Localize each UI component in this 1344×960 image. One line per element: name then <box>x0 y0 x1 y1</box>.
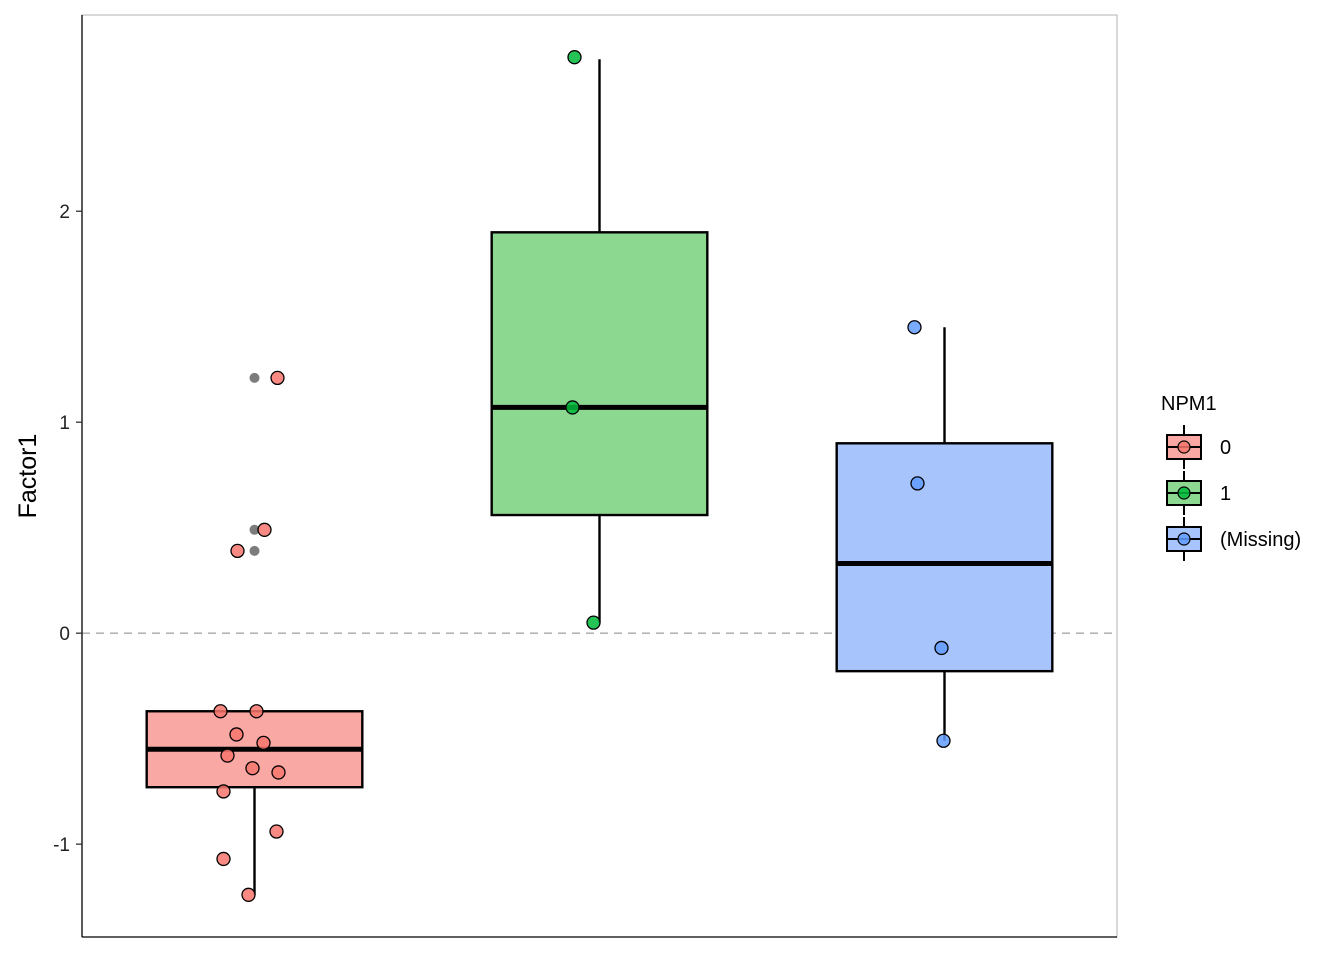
legend: NPM1 0 1 (Missing) <box>1161 393 1301 561</box>
legend-key-point <box>1177 486 1191 500</box>
group-2 <box>835 320 1054 748</box>
data-point <box>220 748 235 763</box>
legend-key-point <box>1177 440 1191 454</box>
data-point <box>216 784 231 799</box>
plot-layer <box>82 50 1117 902</box>
data-point <box>256 735 271 751</box>
group-1 <box>490 50 709 630</box>
group-0 <box>145 370 364 902</box>
data-point <box>565 400 580 415</box>
y-tick-label: 0 <box>59 624 70 645</box>
data-point <box>934 640 949 656</box>
box <box>835 442 1054 673</box>
data-point <box>271 765 286 780</box>
y-tick-label: 2 <box>59 202 70 223</box>
data-point <box>269 824 284 839</box>
outlier-point <box>249 524 260 535</box>
data-point <box>213 704 228 719</box>
data-point <box>936 733 951 748</box>
data-point <box>216 851 231 867</box>
legend-key-point <box>1177 532 1191 546</box>
y-axis: -1 0 1 2 <box>53 15 1117 938</box>
data-point <box>241 887 256 902</box>
y-tick-label: -1 <box>53 835 70 856</box>
outlier-point <box>249 372 260 383</box>
legend-label: 0 <box>1220 437 1231 459</box>
y-tick-label: 1 <box>59 413 70 434</box>
data-point <box>230 543 245 559</box>
data-point <box>586 615 601 630</box>
box <box>490 231 709 517</box>
outlier-point <box>249 545 260 556</box>
legend-entry-0: 0 <box>1166 425 1231 469</box>
data-point <box>910 476 925 491</box>
data-point <box>907 320 922 335</box>
data-point <box>249 704 264 719</box>
data-point <box>229 727 244 742</box>
legend-entry-2: (Missing) <box>1166 517 1301 561</box>
data-point <box>567 50 582 65</box>
legend-label: 1 <box>1220 483 1231 505</box>
data-point <box>257 522 272 537</box>
legend-entry-1: 1 <box>1166 471 1231 515</box>
y-axis-title: Factor1 <box>14 434 42 519</box>
data-point <box>270 370 285 386</box>
legend-label: (Missing) <box>1220 529 1301 551</box>
legend-title: NPM1 <box>1161 393 1217 415</box>
data-point <box>245 761 260 776</box>
